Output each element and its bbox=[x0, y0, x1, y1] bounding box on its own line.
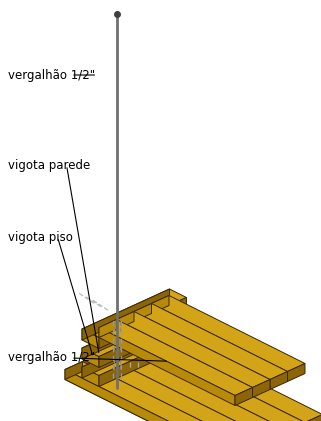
Polygon shape bbox=[82, 327, 187, 376]
Polygon shape bbox=[82, 354, 100, 371]
Polygon shape bbox=[305, 415, 321, 421]
Polygon shape bbox=[82, 289, 187, 338]
Polygon shape bbox=[99, 328, 235, 405]
Polygon shape bbox=[99, 317, 187, 368]
Polygon shape bbox=[253, 379, 270, 397]
Polygon shape bbox=[82, 289, 169, 340]
Polygon shape bbox=[99, 320, 117, 338]
Polygon shape bbox=[99, 336, 187, 386]
Text: vigota piso: vigota piso bbox=[8, 231, 73, 243]
Polygon shape bbox=[117, 338, 135, 355]
Polygon shape bbox=[82, 367, 99, 386]
Polygon shape bbox=[152, 296, 305, 371]
Text: vergalhão 1/2": vergalhão 1/2" bbox=[8, 352, 95, 365]
Polygon shape bbox=[65, 362, 253, 421]
Polygon shape bbox=[65, 371, 253, 421]
Polygon shape bbox=[82, 327, 169, 378]
Polygon shape bbox=[82, 329, 99, 349]
Polygon shape bbox=[117, 338, 305, 421]
Polygon shape bbox=[99, 320, 253, 395]
Text: vigota parede: vigota parede bbox=[8, 158, 90, 171]
Polygon shape bbox=[82, 348, 99, 368]
Polygon shape bbox=[288, 363, 305, 381]
Polygon shape bbox=[65, 370, 235, 421]
Polygon shape bbox=[65, 362, 82, 379]
Polygon shape bbox=[270, 371, 288, 389]
Polygon shape bbox=[152, 296, 169, 314]
Polygon shape bbox=[134, 304, 288, 379]
Polygon shape bbox=[135, 330, 152, 347]
Polygon shape bbox=[235, 387, 253, 405]
Polygon shape bbox=[134, 304, 152, 322]
Polygon shape bbox=[117, 312, 270, 387]
Polygon shape bbox=[100, 346, 117, 363]
Polygon shape bbox=[82, 354, 270, 421]
Text: vergalhão 1/2": vergalhão 1/2" bbox=[8, 69, 95, 82]
Polygon shape bbox=[82, 308, 187, 357]
Polygon shape bbox=[117, 312, 134, 330]
Polygon shape bbox=[82, 308, 169, 359]
Polygon shape bbox=[99, 298, 187, 349]
Polygon shape bbox=[100, 346, 288, 421]
Polygon shape bbox=[135, 330, 321, 421]
